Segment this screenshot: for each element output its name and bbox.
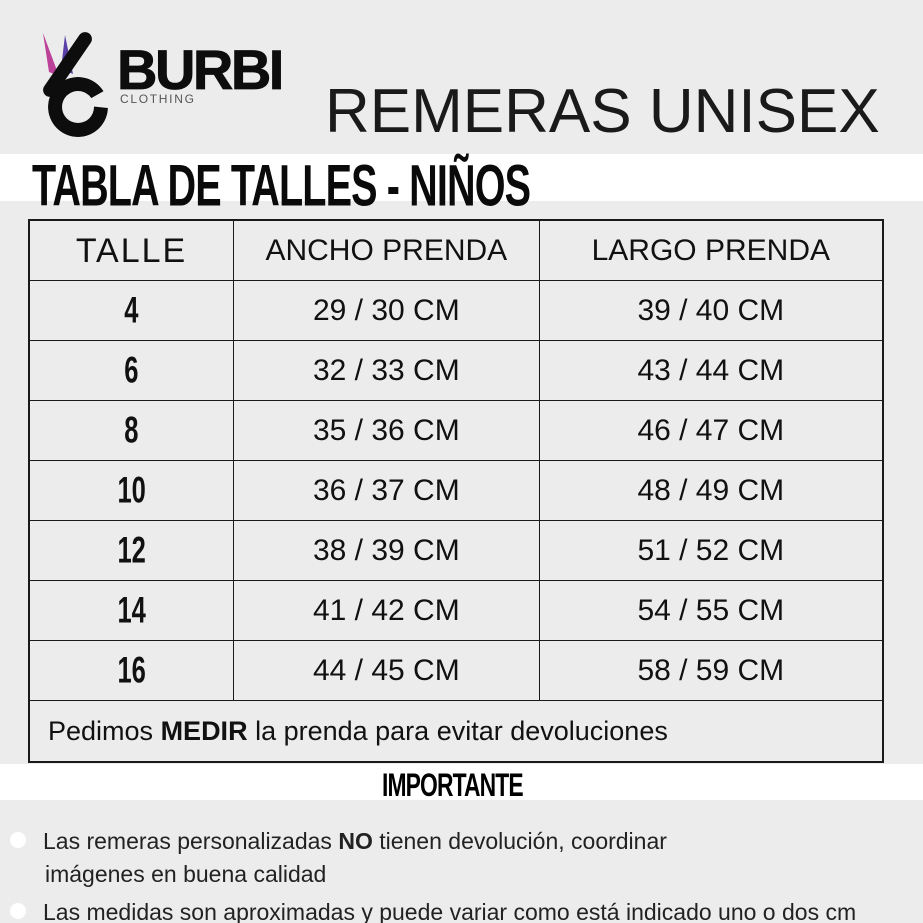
svg-text:CLOTHING: CLOTHING xyxy=(120,92,196,106)
